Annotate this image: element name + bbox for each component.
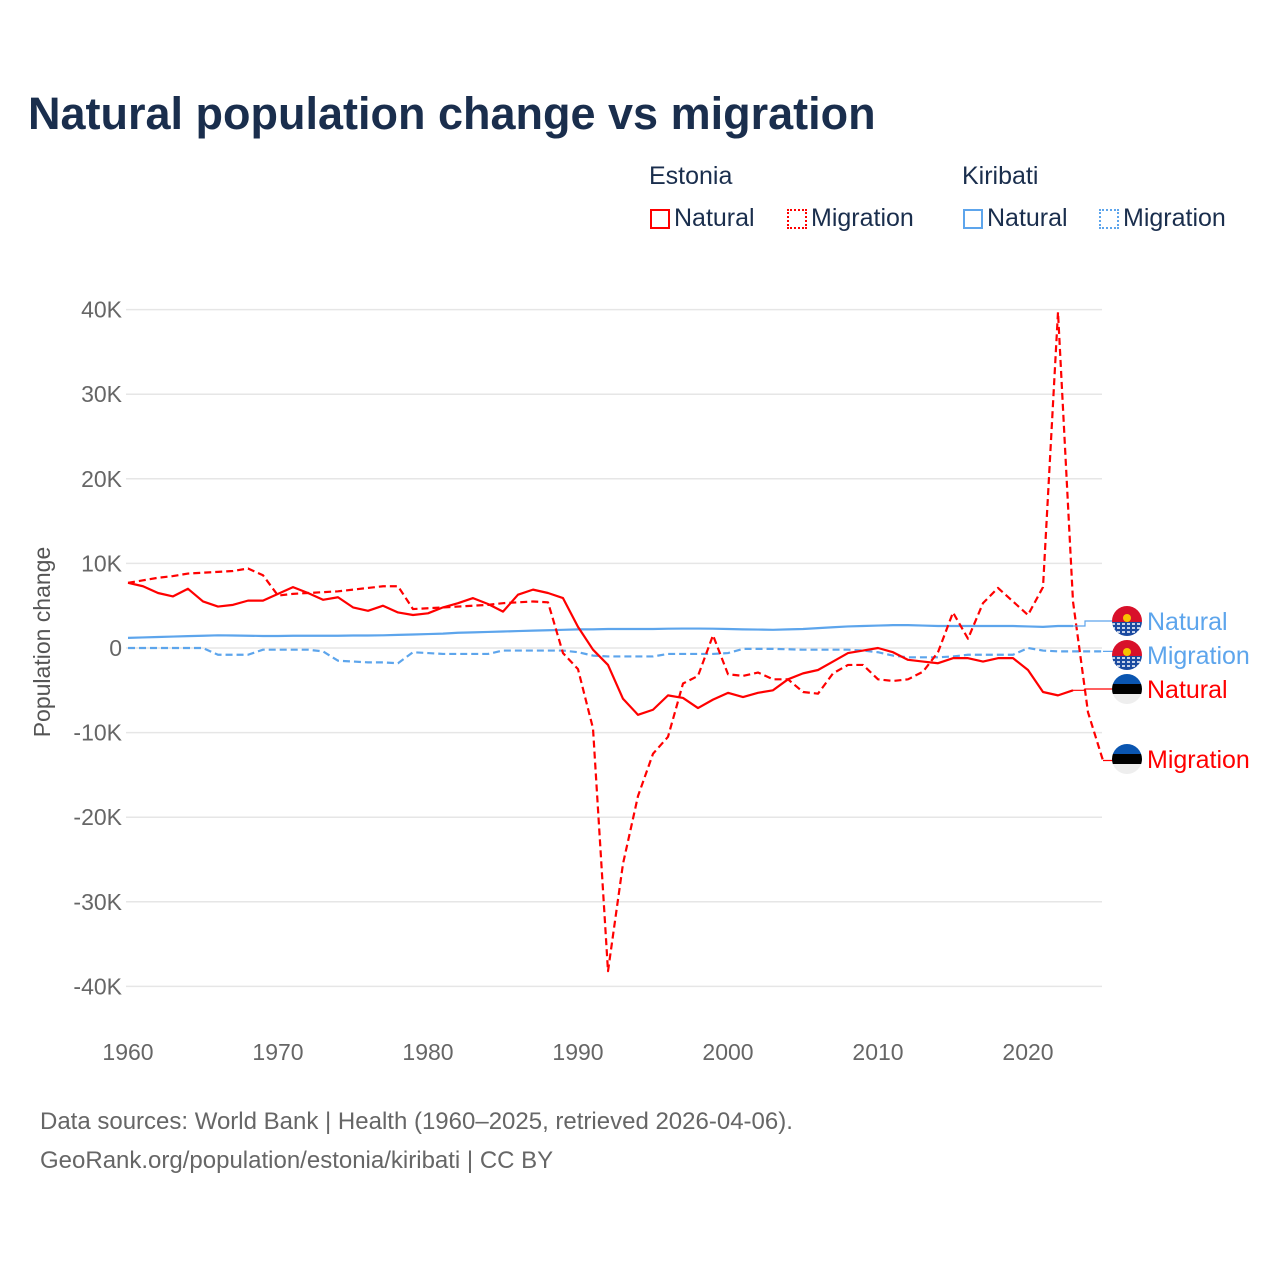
dotted-swatch-icon xyxy=(1099,208,1119,229)
x-tick-label: 1970 xyxy=(252,1039,303,1065)
kiribati-natural-line xyxy=(127,624,1073,639)
estonia-migration-line xyxy=(127,311,1105,973)
label-connector xyxy=(1073,620,1112,627)
legend-kiribati-migration[interactable]: Migration xyxy=(1099,204,1226,233)
y-tick-label: -30K xyxy=(73,889,122,915)
footer-link[interactable]: GeoRank.org/population/estonia/kiribati … xyxy=(40,1147,554,1174)
legend-estonia-migration[interactable]: Migration xyxy=(787,204,914,233)
legend-group-estonia: Estonia xyxy=(649,162,733,190)
kiribati-migration-end-label: Migration xyxy=(1147,642,1250,670)
y-tick-label: 30K xyxy=(81,381,123,407)
flag-sun xyxy=(1123,648,1131,656)
y-tick-label: 10K xyxy=(81,550,123,576)
estonia-natural-end-label: Natural xyxy=(1147,676,1228,704)
y-axis-title: Population change xyxy=(29,547,55,738)
flag-stripe xyxy=(1112,744,1142,754)
x-tick-label: 2010 xyxy=(852,1039,903,1065)
solid-swatch-icon xyxy=(650,208,670,229)
kiribati-flag-icon xyxy=(1112,640,1142,670)
flag-stripe xyxy=(1112,694,1142,704)
flag-stripe xyxy=(1112,764,1142,774)
flag-stripe xyxy=(1112,754,1142,764)
legend-group-kiribati: Kiribati xyxy=(962,162,1039,190)
solid-swatch-icon xyxy=(963,208,983,229)
y-tick-label: 40K xyxy=(81,297,123,323)
estonia-flag-icon xyxy=(1112,674,1142,704)
flag-stripe xyxy=(1112,674,1142,684)
footer-sources: Data sources: World Bank | Health (1960–… xyxy=(40,1108,793,1135)
y-tick-label: -40K xyxy=(73,973,122,999)
label-connector xyxy=(1073,688,1112,691)
y-tick-label: -10K xyxy=(73,720,122,746)
legend-label: Natural xyxy=(674,204,755,232)
kiribati-migration-line xyxy=(128,646,1103,665)
kiribati-natural-end-label: Natural xyxy=(1147,608,1228,636)
flag-sun xyxy=(1123,614,1131,622)
x-tick-label: 2000 xyxy=(702,1039,753,1065)
legend-label: Natural xyxy=(987,204,1068,232)
dotted-swatch-icon xyxy=(787,208,807,229)
kiribati-flag-icon xyxy=(1112,606,1142,636)
legend-estonia-natural[interactable]: Natural xyxy=(650,204,755,233)
estonia-natural-line xyxy=(127,581,1074,716)
estonia-migration-end-label: Migration xyxy=(1147,746,1250,774)
flag-stripe xyxy=(1112,684,1142,694)
y-tick-label: -20K xyxy=(73,804,122,830)
y-tick-label: 0 xyxy=(109,635,122,661)
legend-label: Migration xyxy=(811,204,914,232)
legend-label: Migration xyxy=(1123,204,1226,232)
x-tick-label: 1960 xyxy=(102,1039,153,1065)
estonia-flag-icon xyxy=(1112,744,1142,774)
chart-title: Natural population change vs migration xyxy=(28,88,876,139)
x-tick-label: 2020 xyxy=(1002,1039,1053,1065)
x-tick-label: 1980 xyxy=(402,1039,453,1065)
x-tick-label: 1990 xyxy=(552,1039,603,1065)
y-tick-label: 20K xyxy=(81,466,123,492)
legend-kiribati-natural[interactable]: Natural xyxy=(963,204,1068,233)
